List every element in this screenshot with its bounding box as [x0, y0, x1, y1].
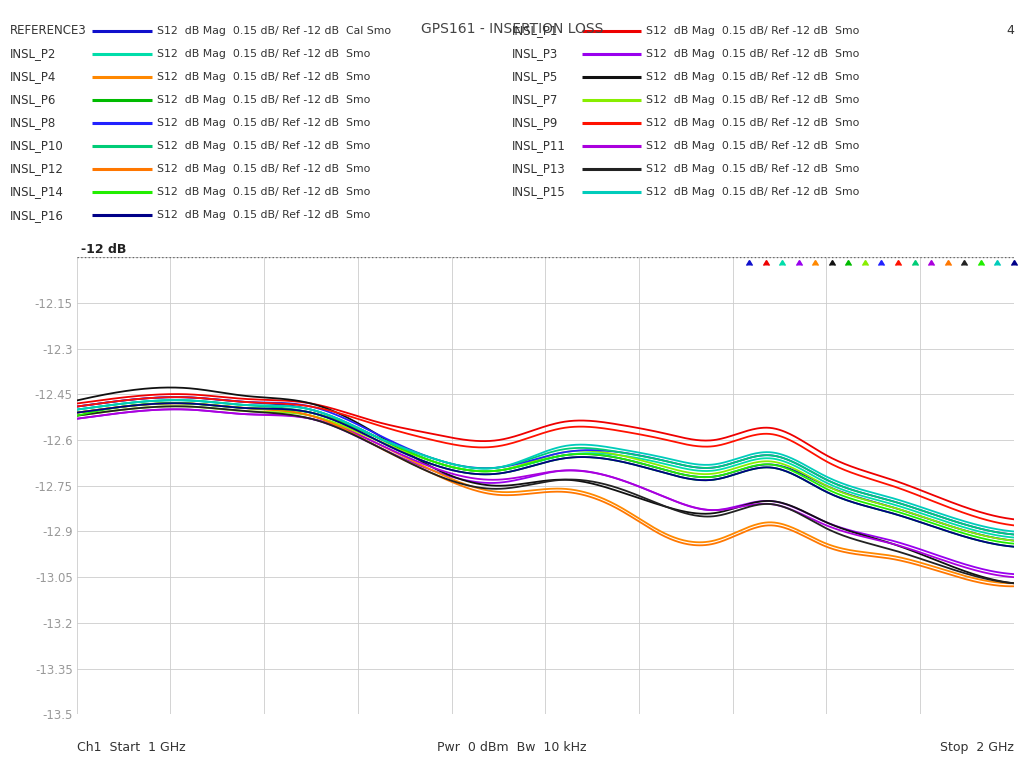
- Text: INSL_P4: INSL_P4: [10, 71, 56, 83]
- Text: S12  dB Mag  0.15 dB/ Ref -12 dB  Smo: S12 dB Mag 0.15 dB/ Ref -12 dB Smo: [157, 187, 370, 197]
- Text: REFERENCE3: REFERENCE3: [10, 25, 87, 37]
- Text: S12  dB Mag  0.15 dB/ Ref -12 dB  Smo: S12 dB Mag 0.15 dB/ Ref -12 dB Smo: [157, 94, 370, 105]
- Text: S12  dB Mag  0.15 dB/ Ref -12 dB  Smo: S12 dB Mag 0.15 dB/ Ref -12 dB Smo: [646, 187, 859, 197]
- Text: Pwr  0 dBm  Bw  10 kHz: Pwr 0 dBm Bw 10 kHz: [437, 741, 587, 754]
- Text: S12  dB Mag  0.15 dB/ Ref -12 dB  Smo: S12 dB Mag 0.15 dB/ Ref -12 dB Smo: [646, 94, 859, 105]
- Text: S12  dB Mag  0.15 dB/ Ref -12 dB  Smo: S12 dB Mag 0.15 dB/ Ref -12 dB Smo: [646, 118, 859, 128]
- Text: S12  dB Mag  0.15 dB/ Ref -12 dB  Smo: S12 dB Mag 0.15 dB/ Ref -12 dB Smo: [157, 141, 370, 151]
- Text: INSL_P13: INSL_P13: [512, 163, 565, 175]
- Text: -12 dB: -12 dB: [82, 243, 127, 257]
- Text: Ch1  Start  1 GHz: Ch1 Start 1 GHz: [77, 741, 185, 754]
- Text: S12  dB Mag  0.15 dB/ Ref -12 dB  Smo: S12 dB Mag 0.15 dB/ Ref -12 dB Smo: [646, 164, 859, 174]
- Text: INSL_P8: INSL_P8: [10, 117, 56, 129]
- Text: INSL_P1: INSL_P1: [512, 25, 558, 37]
- Text: S12  dB Mag  0.15 dB/ Ref -12 dB  Smo: S12 dB Mag 0.15 dB/ Ref -12 dB Smo: [157, 71, 370, 82]
- Text: INSL_P12: INSL_P12: [10, 163, 65, 175]
- Text: S12  dB Mag  0.15 dB/ Ref -12 dB  Smo: S12 dB Mag 0.15 dB/ Ref -12 dB Smo: [646, 25, 859, 36]
- Text: INSL_P5: INSL_P5: [512, 71, 558, 83]
- Text: 4: 4: [1006, 25, 1014, 37]
- Text: S12  dB Mag  0.15 dB/ Ref -12 dB  Smo: S12 dB Mag 0.15 dB/ Ref -12 dB Smo: [157, 164, 370, 174]
- Text: INSL_P2: INSL_P2: [10, 48, 56, 60]
- Text: S12  dB Mag  0.15 dB/ Ref -12 dB  Cal Smo: S12 dB Mag 0.15 dB/ Ref -12 dB Cal Smo: [157, 25, 391, 36]
- Text: INSL_P10: INSL_P10: [10, 140, 63, 152]
- Text: Stop  2 GHz: Stop 2 GHz: [940, 741, 1014, 754]
- Text: INSL_P11: INSL_P11: [512, 140, 566, 152]
- Text: INSL_P14: INSL_P14: [10, 186, 65, 198]
- Text: S12  dB Mag  0.15 dB/ Ref -12 dB  Smo: S12 dB Mag 0.15 dB/ Ref -12 dB Smo: [646, 48, 859, 59]
- Text: INSL_P9: INSL_P9: [512, 117, 558, 129]
- Text: GPS161 - INSERTION LOSS: GPS161 - INSERTION LOSS: [421, 22, 603, 35]
- Text: INSL_P7: INSL_P7: [512, 94, 558, 106]
- Text: S12  dB Mag  0.15 dB/ Ref -12 dB  Smo: S12 dB Mag 0.15 dB/ Ref -12 dB Smo: [646, 71, 859, 82]
- Text: S12  dB Mag  0.15 dB/ Ref -12 dB  Smo: S12 dB Mag 0.15 dB/ Ref -12 dB Smo: [646, 141, 859, 151]
- Text: INSL_P3: INSL_P3: [512, 48, 558, 60]
- Text: INSL_P15: INSL_P15: [512, 186, 565, 198]
- Text: INSL_P16: INSL_P16: [10, 209, 65, 221]
- Text: S12  dB Mag  0.15 dB/ Ref -12 dB  Smo: S12 dB Mag 0.15 dB/ Ref -12 dB Smo: [157, 118, 370, 128]
- Text: INSL_P6: INSL_P6: [10, 94, 56, 106]
- Text: S12  dB Mag  0.15 dB/ Ref -12 dB  Smo: S12 dB Mag 0.15 dB/ Ref -12 dB Smo: [157, 48, 370, 59]
- Text: S12  dB Mag  0.15 dB/ Ref -12 dB  Smo: S12 dB Mag 0.15 dB/ Ref -12 dB Smo: [157, 210, 370, 220]
